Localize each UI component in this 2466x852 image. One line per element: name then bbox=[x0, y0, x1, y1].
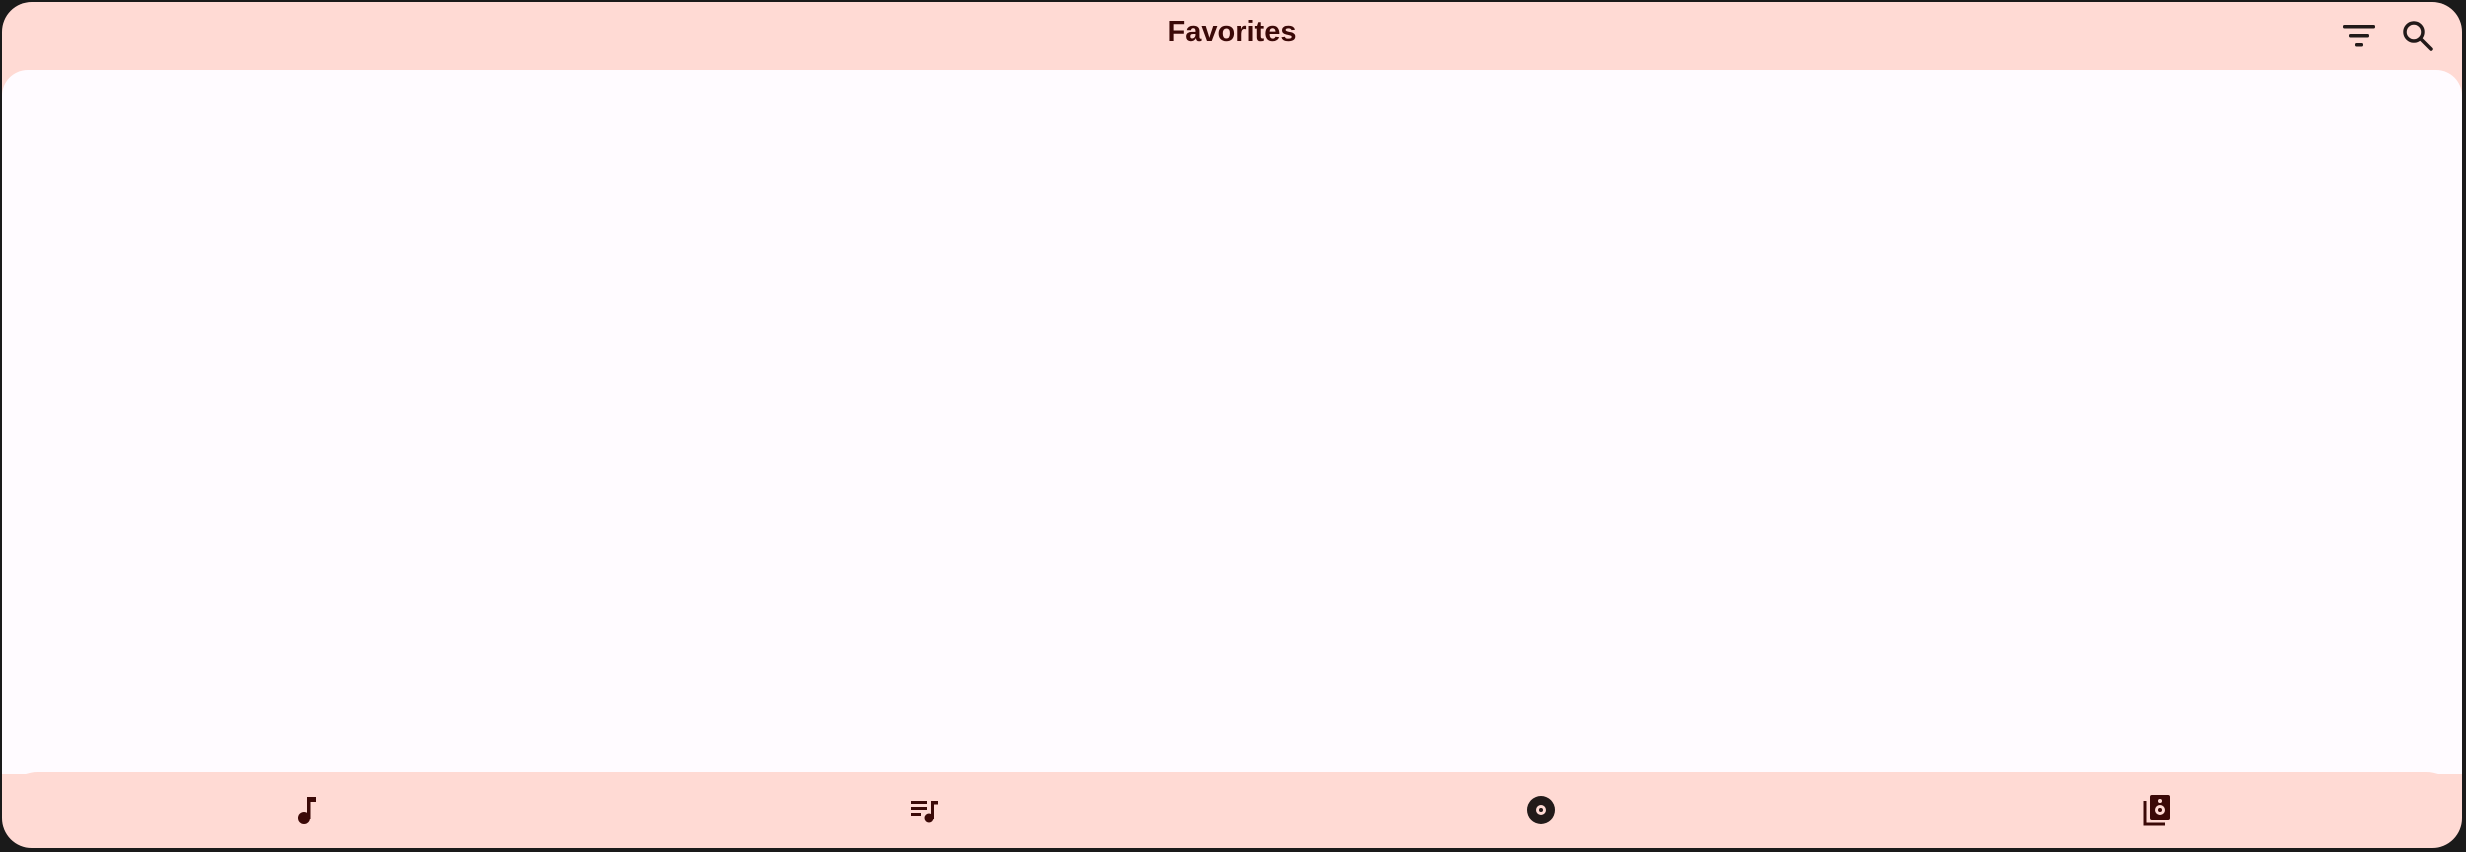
filter-button[interactable] bbox=[2339, 16, 2379, 56]
album-icon bbox=[1527, 796, 1555, 824]
bottom-navigation bbox=[2, 772, 2462, 848]
search-icon bbox=[2403, 21, 2433, 51]
filter-icon bbox=[2343, 25, 2375, 47]
page-title: Favorites bbox=[1167, 16, 1297, 48]
queue-music-icon bbox=[911, 801, 938, 823]
top-app-bar: Favorites bbox=[2, 2, 2462, 70]
library-speaker-icon bbox=[2143, 795, 2170, 826]
search-button[interactable] bbox=[2398, 16, 2438, 56]
nav-songs[interactable] bbox=[286, 788, 330, 832]
nav-playlists[interactable] bbox=[903, 788, 947, 832]
nav-artists[interactable] bbox=[2136, 788, 2180, 832]
music-note-icon bbox=[298, 797, 316, 824]
favorites-list-area bbox=[2, 70, 2462, 774]
nav-albums[interactable] bbox=[1519, 788, 1563, 832]
